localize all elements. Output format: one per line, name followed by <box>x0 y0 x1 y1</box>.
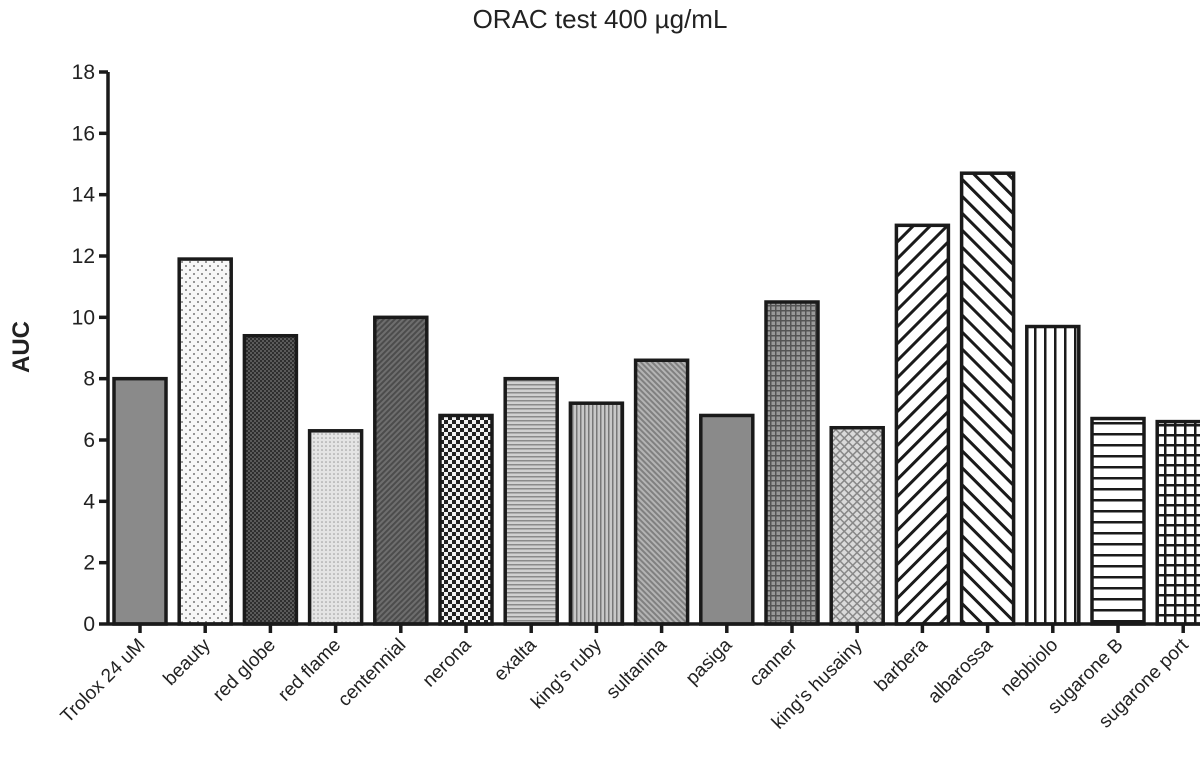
bar-barbera <box>894 223 951 626</box>
y-tick-label: 0 <box>83 613 95 636</box>
y-tick-label: 6 <box>83 429 95 452</box>
y-axis-label: AUC <box>8 321 35 373</box>
x-tick-label: barbera <box>871 634 932 695</box>
y-tick-label: 16 <box>72 122 95 145</box>
x-tick-label: red globe <box>209 635 280 706</box>
x-tick-label: beauty <box>160 634 216 690</box>
bar-nebbiolo <box>1025 324 1081 626</box>
bar-sugarone-port <box>1155 419 1200 626</box>
x-tick-label: centennial <box>334 635 410 711</box>
x-tick-label: pasiga <box>682 634 737 689</box>
x-tick-label: exalta <box>490 634 541 685</box>
bar-red-flame <box>307 429 364 626</box>
x-tick-label: Trolox 24 uM <box>57 635 150 728</box>
bar-beauty <box>177 257 233 626</box>
bar-sugarone-b <box>1090 416 1146 626</box>
chart-title: ORAC test 400 µg/mL <box>473 4 728 34</box>
bar-king-s-husainy <box>829 425 885 626</box>
bar-sultanina <box>633 358 690 626</box>
bar-king-s-ruby <box>568 401 625 626</box>
y-tick-label: 4 <box>83 490 95 513</box>
x-tick-label: albarossa <box>924 634 997 707</box>
bar-trolox-24-um <box>112 376 168 626</box>
y-tick-label: 18 <box>72 61 95 84</box>
bar-pasiga <box>699 413 755 626</box>
y-tick-label: 2 <box>83 552 95 575</box>
bar-centennial <box>373 315 429 626</box>
bars <box>112 171 1200 626</box>
bar-canner <box>764 300 820 626</box>
y-tick-label: 10 <box>72 306 95 329</box>
x-tick-label: sultanina <box>603 634 672 703</box>
y-tick-label: 8 <box>83 368 95 391</box>
y-axis: 0 2 4 6 8 10 12 14 16 18 <box>72 61 110 636</box>
x-tick-label: canner <box>746 634 802 690</box>
bar-nerona <box>438 413 494 626</box>
x-tick-label: nerona <box>419 634 476 691</box>
x-tick-label: king's ruby <box>527 634 606 713</box>
y-tick-label: 14 <box>72 184 96 207</box>
bar-albarossa <box>959 171 1016 626</box>
x-tick-label: nebbiolo <box>997 635 1063 701</box>
y-tick-label: 12 <box>72 245 95 268</box>
bar-exalta <box>503 376 559 626</box>
bar-red-globe <box>242 333 299 626</box>
